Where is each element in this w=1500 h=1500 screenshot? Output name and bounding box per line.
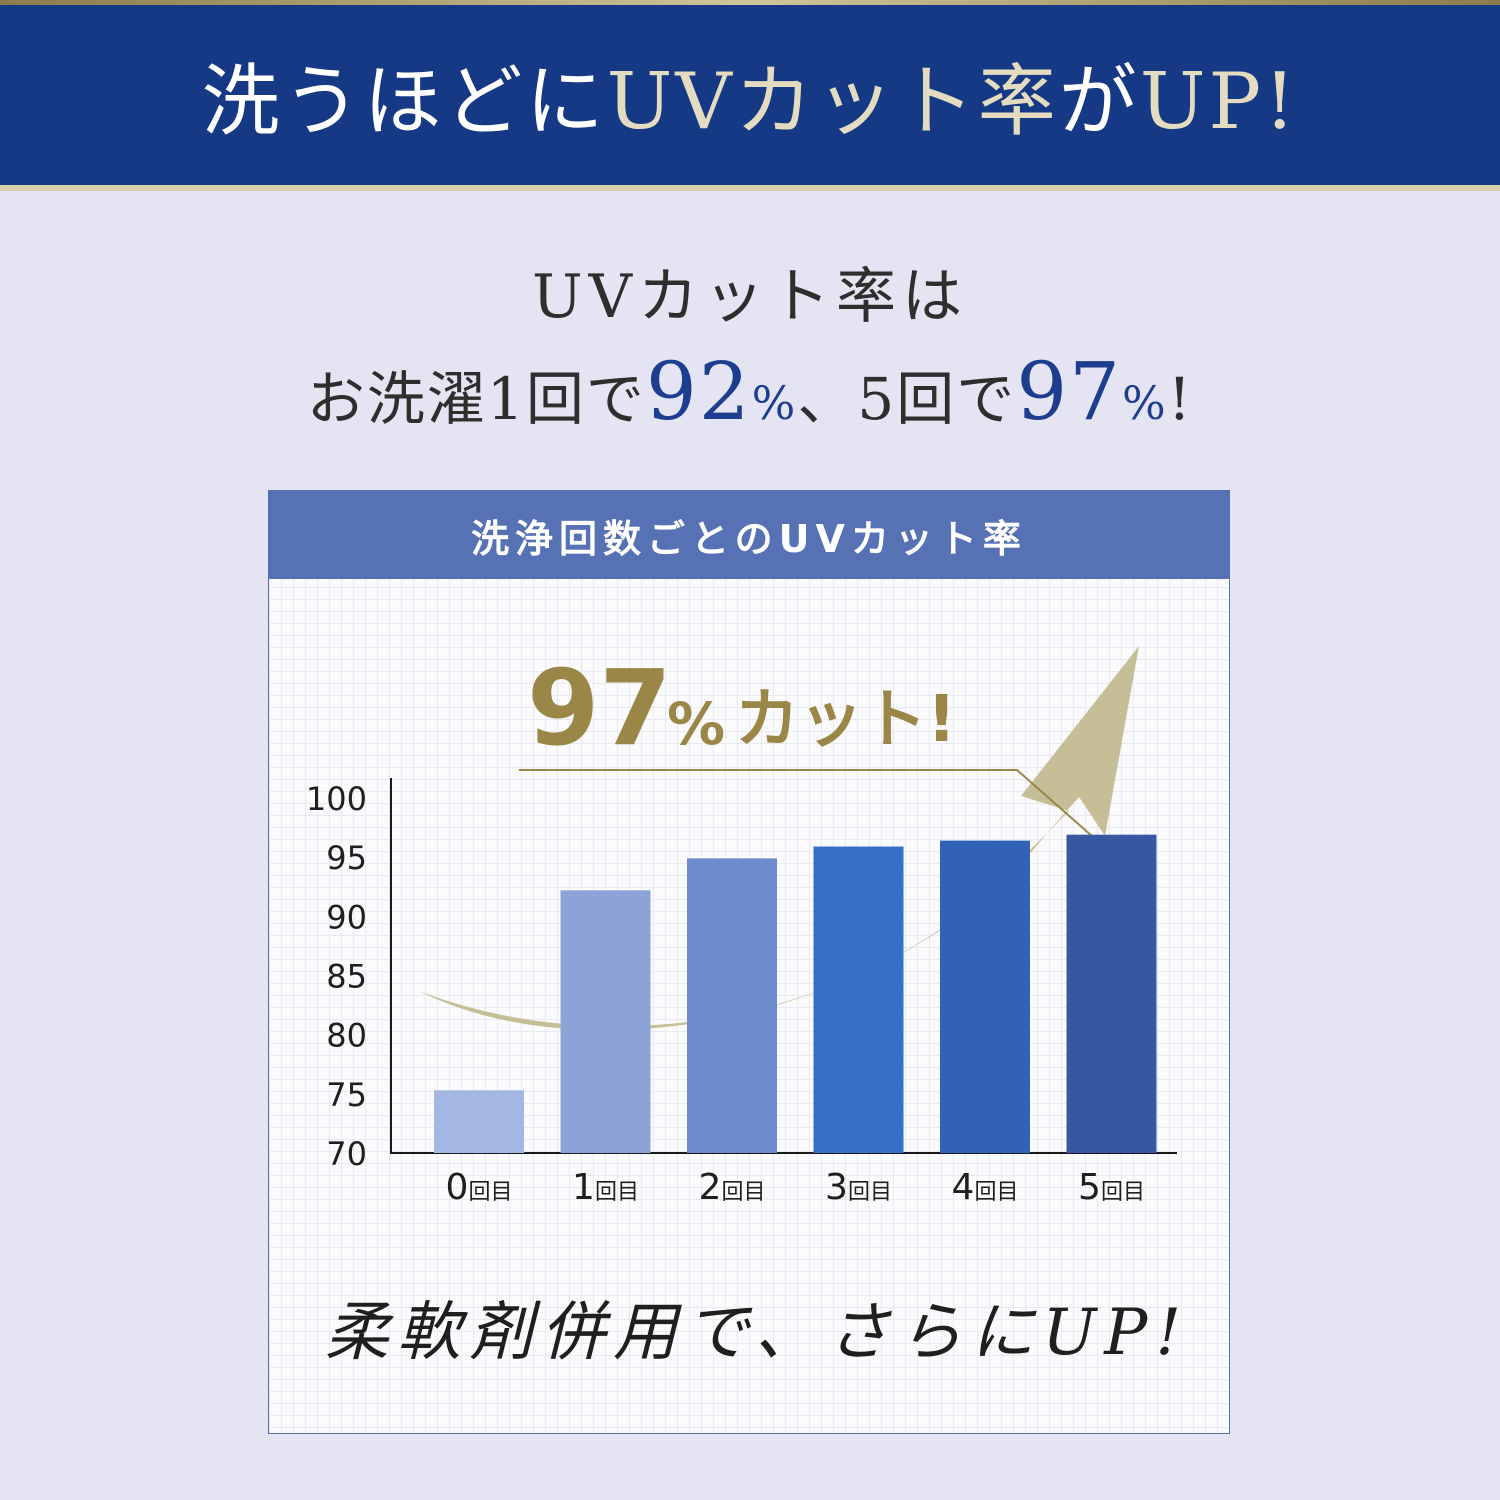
- chart-card: 洗浄回数ごとのUVカット率 97 % カット! 100 95 90 85 80 75 70 …: [268, 490, 1230, 1434]
- lead-pct-2: %: [1122, 376, 1168, 430]
- callout-percent: %: [667, 690, 725, 758]
- top-gold-line: [0, 0, 1500, 5]
- lead-text-a: お洗濯1回で: [306, 365, 646, 433]
- card-header: 洗浄回数ごとのUVカット率: [269, 491, 1229, 579]
- banner-title-part4: UP!: [1139, 57, 1299, 147]
- y-tick-label: 70: [326, 1135, 367, 1173]
- lead-value-92: 92: [645, 345, 752, 438]
- x-tick-label: 5回目: [1078, 1167, 1145, 1208]
- x-tick-labels: 0回目 1回目 2回目 3回目 4回目 5回目: [446, 1167, 1145, 1208]
- uv-cut-chart: 97 % カット! 100 95 90 85 80 75 70 0回目 1回目 2回目 3回目 4回…: [306, 646, 1177, 1208]
- bar-series: [434, 834, 1157, 1153]
- bar-5: [1066, 834, 1157, 1153]
- y-tick-label: 90: [326, 898, 367, 936]
- lead-value-97: 97: [1016, 345, 1123, 438]
- x-tick-label: 0回目: [446, 1167, 513, 1208]
- bar-0: [434, 1090, 524, 1153]
- lead-line2: お洗濯1回で92%、5回で97%!: [0, 345, 1500, 438]
- lead-pct-1: %: [751, 376, 798, 430]
- callout-leader-line: [519, 769, 1110, 852]
- x-tick-label: 2回目: [699, 1167, 766, 1208]
- bar-2: [687, 858, 777, 1153]
- banner-title-part3: が: [1058, 57, 1140, 147]
- y-tick-label: 80: [326, 1017, 367, 1055]
- callout-text: カット!: [735, 683, 956, 757]
- y-tick-label: 100: [306, 780, 367, 818]
- callout-number: 97: [527, 647, 672, 769]
- x-tick-label: 1回目: [572, 1167, 639, 1208]
- bar-4: [940, 840, 1030, 1153]
- banner-title: 洗うほどにUVカット率がUP!: [202, 39, 1299, 151]
- y-tick-label: 75: [326, 1076, 367, 1114]
- banner-title-part1: 洗うほどに: [201, 57, 607, 147]
- x-tick-label: 4回目: [952, 1167, 1019, 1208]
- lead-exclaim: !: [1167, 365, 1194, 433]
- y-tick-labels: 100 95 90 85 80 75 70: [306, 780, 367, 1173]
- bar-3: [813, 846, 904, 1153]
- x-tick-label: 3回目: [825, 1167, 892, 1208]
- lead-line1: UVカット率は: [532, 262, 968, 332]
- y-tick-label: 85: [326, 958, 367, 996]
- footer-note: 柔軟剤併用で、さらにUP!: [324, 1296, 1190, 1370]
- lead-text-d: 、5回で: [797, 365, 1017, 433]
- y-tick-label: 95: [326, 839, 367, 877]
- banner-title-part2: UVカット率: [606, 57, 1059, 147]
- bar-1: [560, 890, 651, 1153]
- header-banner: 洗うほどにUVカット率がUP!: [0, 5, 1500, 191]
